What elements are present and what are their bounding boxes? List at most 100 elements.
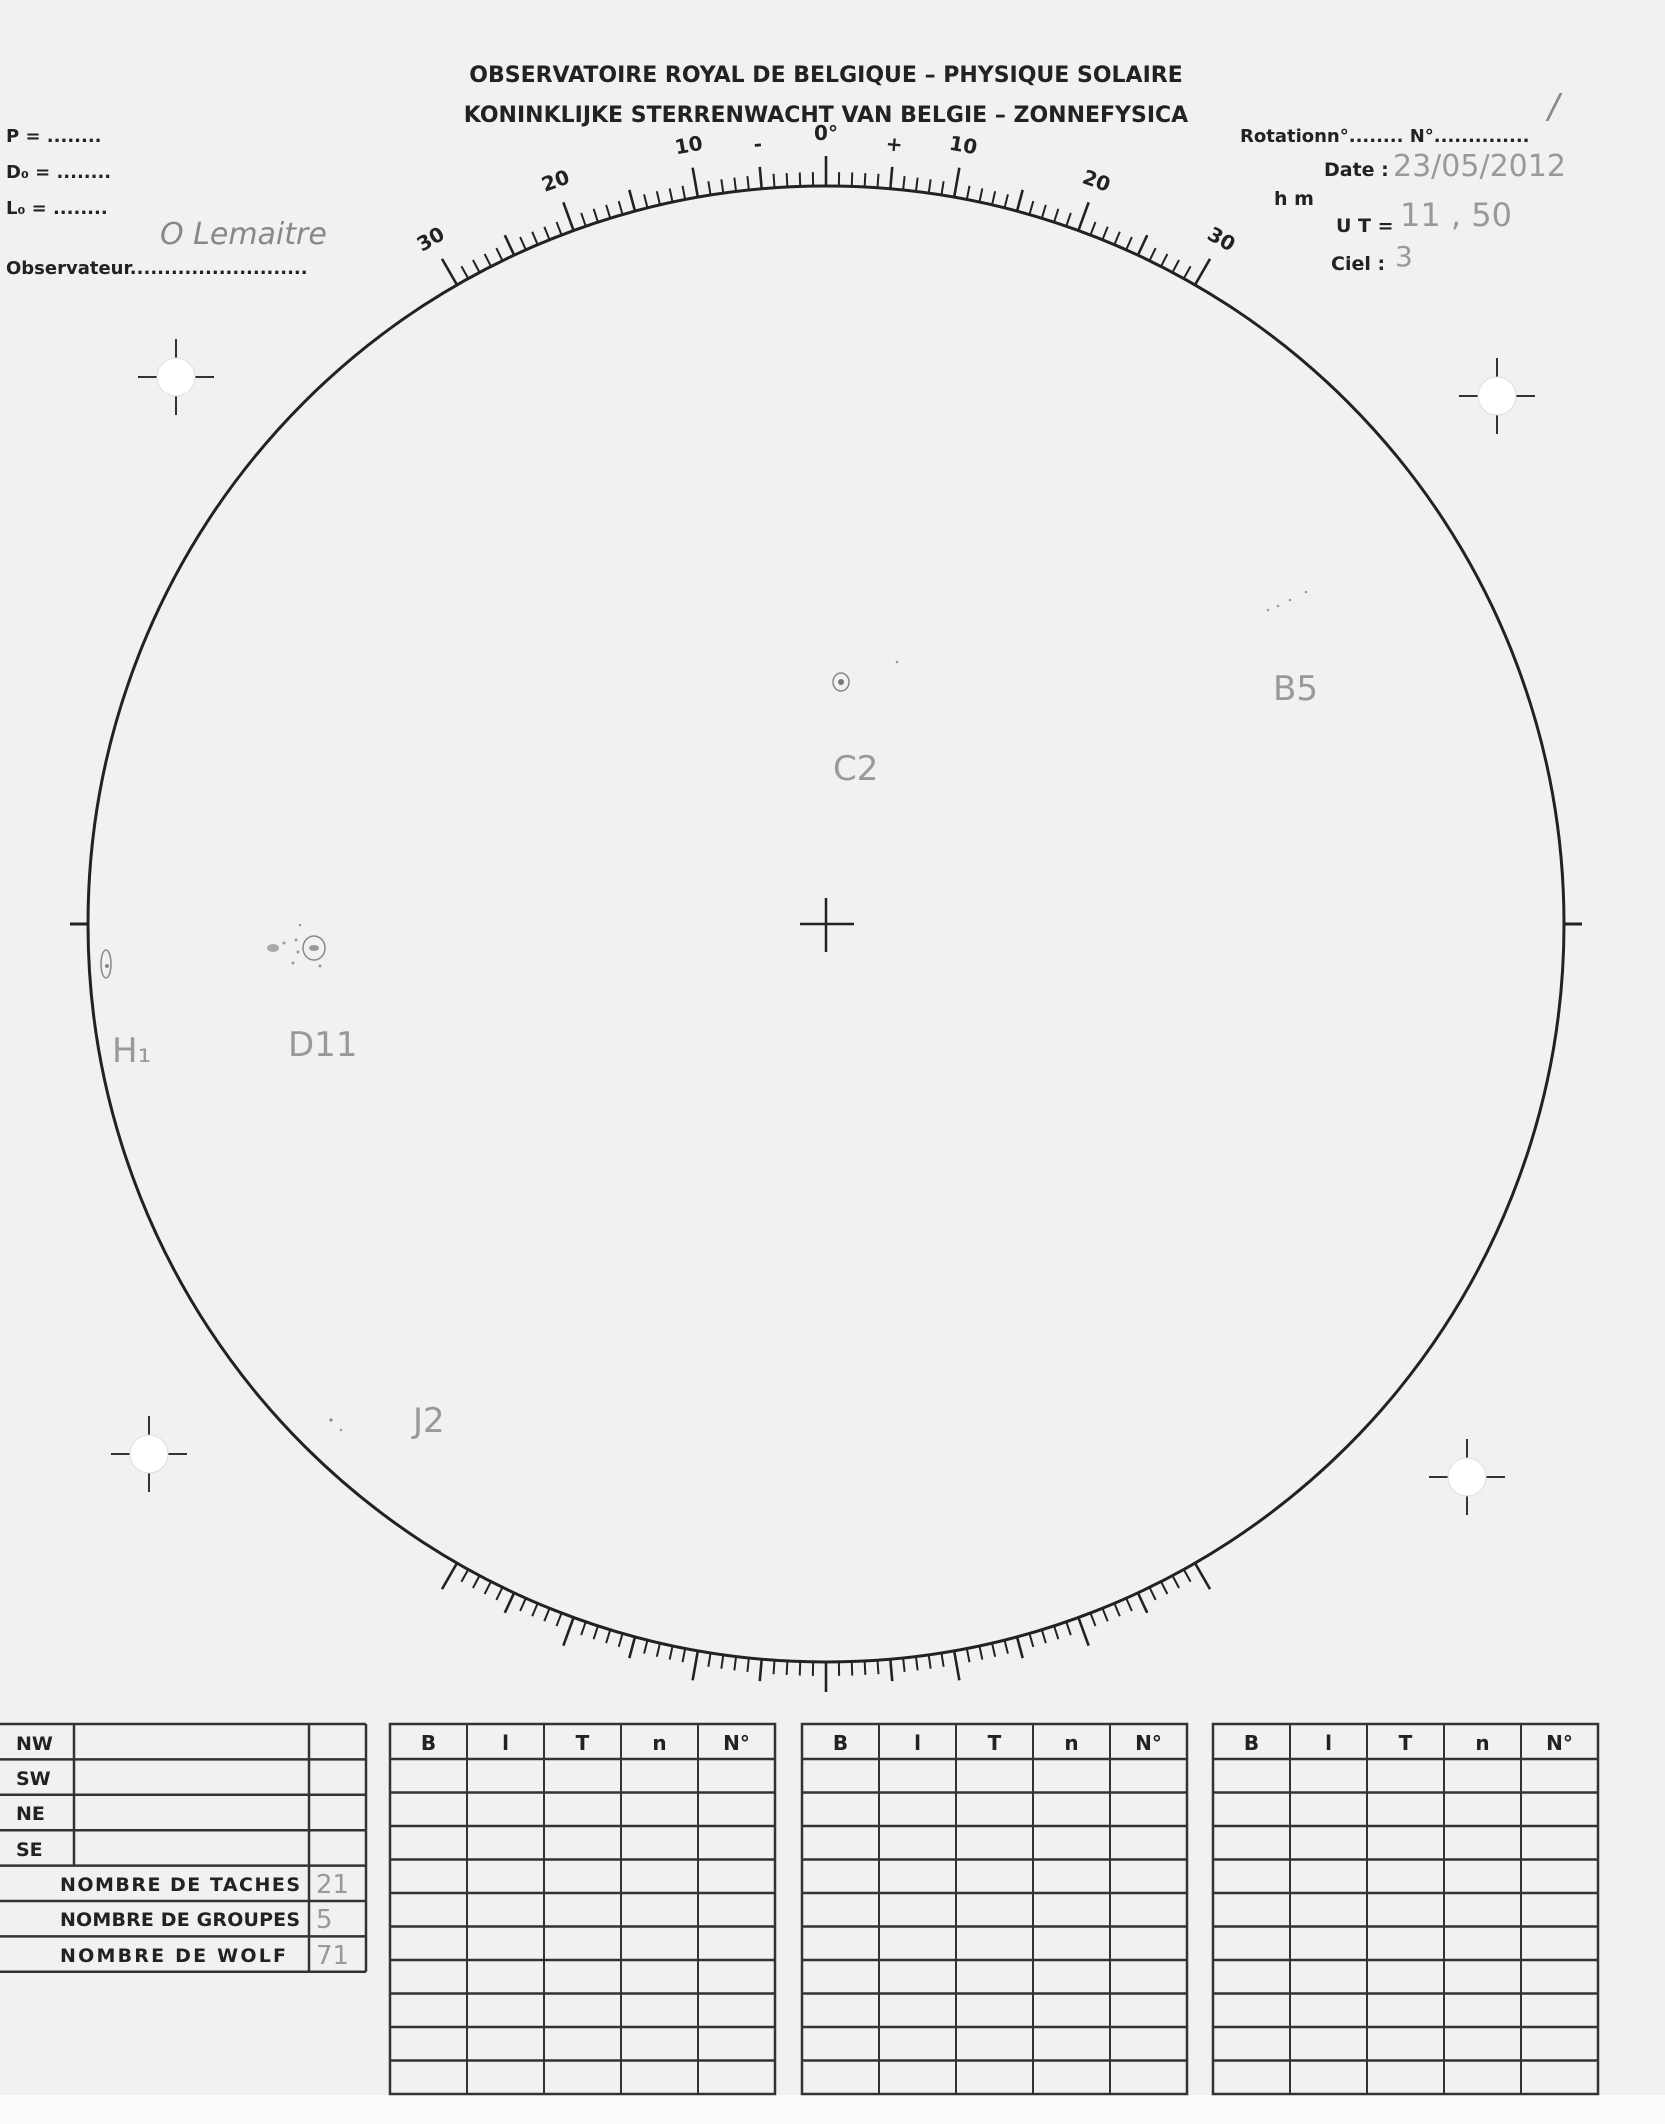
scale-tick: [562, 1617, 575, 1647]
scale-tick: [940, 1652, 945, 1667]
column-header: B: [1244, 1731, 1259, 1755]
sunspot-h1: [100, 949, 112, 979]
field-ut: U T =: [1336, 215, 1394, 237]
column-header: n: [652, 1731, 666, 1755]
scale-tick: [1160, 1581, 1169, 1595]
scale-tick: [952, 167, 961, 198]
scale-tick: [914, 177, 919, 192]
scale-tick: [1077, 1617, 1090, 1647]
nombre-wolf-value: 71: [316, 1941, 349, 1971]
sunspot-c2: [832, 660, 899, 692]
scale-tick: [927, 1654, 932, 1669]
scale-tick: [991, 1642, 997, 1657]
nombre-groupes-label: NOMBRE DE GROUPES: [60, 1909, 300, 1931]
scale-tick: [965, 1648, 971, 1663]
scale-tick: [746, 176, 750, 191]
scale-tick: [543, 1607, 551, 1622]
registration-hole: [1459, 358, 1535, 434]
scale-tick: [519, 1597, 527, 1612]
scale-tick: [440, 258, 459, 286]
field-observer: Observateur..........................: [6, 258, 308, 279]
scale-tick: [555, 1612, 563, 1627]
scale-tick: [1053, 208, 1060, 223]
scale-tick: [863, 1660, 867, 1676]
scan-margin: [0, 2095, 1665, 2124]
scale-tick: [655, 1642, 661, 1657]
scale-tick: [1148, 1586, 1157, 1601]
registration-hole: [111, 1416, 187, 1492]
group-label-j2: J2: [411, 1401, 445, 1441]
nombre-taches-value: 21: [316, 1870, 349, 1900]
column-header: T: [576, 1731, 590, 1755]
scale-tick: [555, 221, 563, 236]
scale-label: 30: [1203, 222, 1239, 257]
title-french: OBSERVATOIRE ROYAL DE BELGIQUE – PHYSIQU…: [469, 63, 1182, 88]
scale-tick: [1065, 1621, 1072, 1636]
scale-tick: [1171, 259, 1180, 273]
field-l0: L₀ = ........: [6, 198, 108, 219]
scale-tick: [503, 1592, 516, 1614]
sunspot-b5: [1266, 590, 1308, 612]
scale-tick: [1040, 204, 1047, 219]
field-ciel: Ciel :: [1331, 253, 1385, 275]
scale-tick: [495, 247, 504, 262]
scale-tick: [1003, 1639, 1009, 1654]
scale-tick: [440, 1562, 459, 1590]
scale-tick: [1015, 189, 1024, 212]
scale-tick: [580, 212, 587, 227]
scale-tick: [733, 177, 738, 192]
ut-value: 11 , 50: [1400, 196, 1512, 234]
scale-tick: [914, 1656, 919, 1671]
column-header: N°: [723, 1731, 750, 1755]
nombre-taches-label: NOMBRE DE TACHES: [60, 1874, 300, 1896]
scale-tick: [707, 1652, 712, 1667]
scale-tick: [531, 231, 539, 246]
scale-tick: [643, 194, 649, 209]
scale-tick: [562, 201, 575, 231]
scale-tick: [991, 191, 997, 206]
scale-tick: [940, 181, 945, 196]
scale-tick: [1015, 1636, 1024, 1659]
scale-tick: [605, 204, 612, 219]
scale-tick: [1148, 247, 1157, 262]
column-header: n: [1475, 1731, 1489, 1755]
scale-tick: [617, 200, 624, 215]
column-header: N°: [1135, 1731, 1162, 1755]
scale-label: 20: [538, 165, 572, 197]
scale-tick: [772, 173, 776, 188]
latitude-scale: [440, 156, 1212, 1692]
scale-tick: [691, 167, 700, 198]
scale-tick: [1003, 194, 1009, 209]
scale-tick: [1028, 200, 1035, 215]
scale-tick: [655, 191, 661, 206]
scale-tick: [785, 172, 789, 188]
scale-tick: [927, 179, 932, 194]
column-header: l: [914, 1731, 921, 1755]
scale-label: +: [885, 131, 904, 156]
scale-tick: [1040, 1629, 1047, 1644]
scale-tick: [483, 253, 492, 267]
scale-tick: [720, 179, 725, 194]
scale-tick: [889, 166, 894, 189]
scale-tick: [785, 1660, 789, 1676]
scale-tick: [472, 259, 481, 273]
scale-label: 30: [412, 222, 448, 257]
scale-tick: [1113, 1602, 1121, 1617]
scale-tick: [1125, 236, 1133, 251]
scale-tick: [952, 1650, 961, 1681]
nombre-groupes-value: 5: [316, 1905, 333, 1935]
field-rotation: Rotationn°........ N°..............: [1240, 126, 1530, 147]
field-p: P = ........: [6, 126, 102, 147]
scale-tick: [531, 1602, 539, 1617]
scale-tick: [902, 176, 906, 191]
nombre-wolf-label: NOMBRE DE WOLF: [60, 1945, 286, 1967]
scale-tick: [1193, 258, 1212, 286]
registration-marks: [111, 339, 1535, 1515]
scale-tick: [592, 1625, 599, 1640]
scale-tick: [1160, 253, 1169, 267]
scale-tick: [1101, 1607, 1109, 1622]
title-dutch: KONINKLIJKE STERRENWACHT VAN BELGIE – ZO…: [464, 103, 1188, 128]
sunspot-j2: [329, 1418, 343, 1432]
